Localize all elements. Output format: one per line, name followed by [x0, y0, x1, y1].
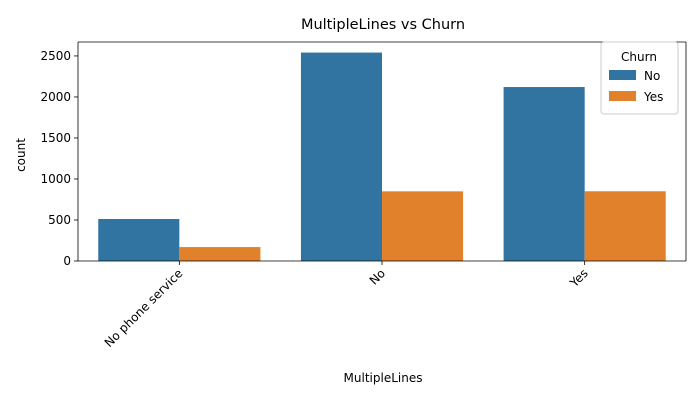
legend-title: Churn [621, 50, 657, 64]
legend-swatch-no [609, 70, 636, 80]
x-tick-label: Yes [566, 266, 590, 290]
legend-label-yes: Yes [643, 90, 663, 104]
y-axis-label: count [14, 138, 28, 172]
x-tick-label: No phone service [102, 266, 186, 350]
y-tick-label: 2000 [40, 90, 71, 104]
bar-yes-1 [382, 191, 464, 261]
bar-no-2 [503, 87, 585, 261]
x-axis-label: MultipleLines [344, 371, 423, 385]
bar-no-0 [98, 219, 180, 261]
bar-yes-2 [584, 191, 666, 261]
y-tick-label: 0 [63, 254, 71, 268]
legend-label-no: No [644, 69, 660, 83]
legend: Churn No Yes [600, 41, 679, 115]
y-tick-label: 2500 [40, 49, 71, 63]
y-tick-label: 1500 [40, 131, 71, 145]
plot-area: 0 500 1000 1500 2000 2500 No phone service No Ye… [40, 41, 687, 350]
y-tick-label: 1000 [40, 172, 71, 186]
x-tick-label: No [367, 266, 388, 287]
bar-yes-0 [179, 247, 261, 261]
legend-swatch-yes [609, 91, 636, 101]
y-tick-label: 500 [48, 213, 71, 227]
bar-no-1 [300, 52, 382, 261]
chart-title: MultipleLines vs Churn [301, 17, 465, 33]
